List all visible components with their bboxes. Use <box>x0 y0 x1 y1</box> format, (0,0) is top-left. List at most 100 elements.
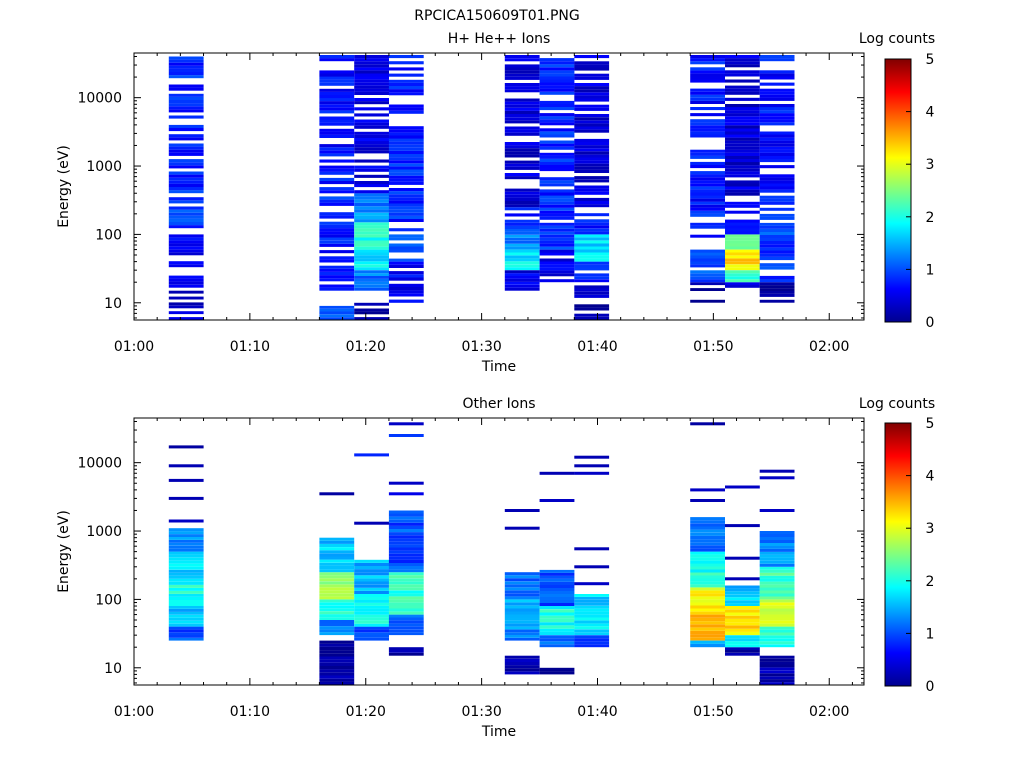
data-cell <box>168 620 204 624</box>
data-cell <box>388 535 424 539</box>
data-cell <box>319 116 355 120</box>
data-cell <box>759 569 795 573</box>
data-line <box>725 577 760 581</box>
data-cell <box>388 271 424 275</box>
data-cell <box>759 263 795 267</box>
x-axis-label: Time <box>481 359 516 375</box>
data-cell <box>168 59 204 63</box>
data-cell <box>319 234 355 238</box>
data-line <box>388 422 424 426</box>
data-cell <box>539 578 575 582</box>
data-cell <box>319 221 355 225</box>
data-line <box>388 434 424 437</box>
data-cell <box>574 240 610 244</box>
data-cell <box>168 177 204 181</box>
data-cell <box>539 279 575 283</box>
data-cell <box>168 626 204 630</box>
data-cell <box>504 160 540 164</box>
time-block <box>539 471 575 675</box>
data-cell <box>574 83 610 87</box>
data-cell <box>759 581 795 585</box>
data-cell <box>168 103 204 107</box>
data-cell <box>319 101 355 105</box>
data-cell <box>759 131 795 135</box>
data-cell <box>690 122 725 126</box>
colorbar-gradient <box>884 58 912 323</box>
data-cell <box>388 581 424 585</box>
data-line <box>574 582 610 586</box>
data-cell <box>354 249 389 253</box>
data-cell <box>539 644 575 648</box>
data-cell <box>539 161 575 165</box>
data-cell <box>574 142 610 146</box>
data-cell <box>168 542 204 546</box>
data-cell <box>725 273 760 277</box>
data-cell <box>168 635 204 638</box>
data-cell <box>504 602 540 606</box>
x-tick-label: 01:30 <box>461 339 501 355</box>
data-cell <box>354 231 389 235</box>
data-cell <box>725 137 760 141</box>
data-cell <box>319 153 355 157</box>
data-cell <box>725 155 760 159</box>
data-cell <box>168 106 204 110</box>
data-cell <box>354 246 389 250</box>
data-cell <box>759 183 795 187</box>
data-cell <box>319 543 355 547</box>
data-cell <box>759 587 795 591</box>
data-cell <box>388 209 424 213</box>
data-cell <box>759 55 795 59</box>
data-cell <box>504 655 540 659</box>
x-tick-label: 02:00 <box>809 339 849 355</box>
data-cell <box>690 107 725 111</box>
y-axis-label: Energy (eV) <box>56 510 72 593</box>
data-cell <box>168 566 204 570</box>
data-cell <box>168 563 204 567</box>
data-cell <box>725 270 760 274</box>
data-cell <box>690 532 725 536</box>
data-cell <box>319 308 355 312</box>
data-cell <box>504 617 540 621</box>
data-cell <box>759 134 795 138</box>
data-cell <box>539 210 575 214</box>
data-cell <box>539 76 575 80</box>
data-cell <box>319 177 355 181</box>
data-cell <box>168 149 204 153</box>
data-cell <box>725 631 760 636</box>
data-cell <box>725 594 760 598</box>
data-cell <box>354 215 389 220</box>
data-cell <box>388 550 424 554</box>
data-cell <box>168 587 204 591</box>
data-cell <box>168 206 204 210</box>
data-cell <box>725 140 760 144</box>
panel-1: 01:00 01:10 01:20 01:30 01:40 01:50 02:0010100… <box>56 31 935 375</box>
data-cell <box>759 113 795 117</box>
data-cell <box>319 91 355 95</box>
data-cell <box>504 114 540 118</box>
data-cell <box>504 64 540 68</box>
data-cell <box>574 605 610 609</box>
data-cell <box>504 623 540 627</box>
data-cell <box>759 596 795 600</box>
data-cell <box>504 67 540 71</box>
data-cell <box>690 599 725 603</box>
data-cell <box>690 180 725 184</box>
data-cell <box>354 79 389 83</box>
data-cell <box>319 602 355 606</box>
data-cell <box>168 551 204 555</box>
data-cell <box>319 572 355 576</box>
data-cell <box>388 206 424 210</box>
colorbar-tick-label: 3 <box>926 521 935 537</box>
data-cell <box>504 668 540 672</box>
data-cell <box>574 188 610 192</box>
y-tick-label: 10000 <box>77 456 122 472</box>
data-cell <box>574 154 610 158</box>
data-cell <box>539 619 575 623</box>
data-cell <box>504 204 540 208</box>
x-tick-label: 01:30 <box>461 704 501 720</box>
data-cell <box>168 222 204 226</box>
data-cell <box>574 117 610 121</box>
data-cell <box>690 79 725 83</box>
data-cell <box>168 609 204 612</box>
data-cell <box>388 104 424 108</box>
